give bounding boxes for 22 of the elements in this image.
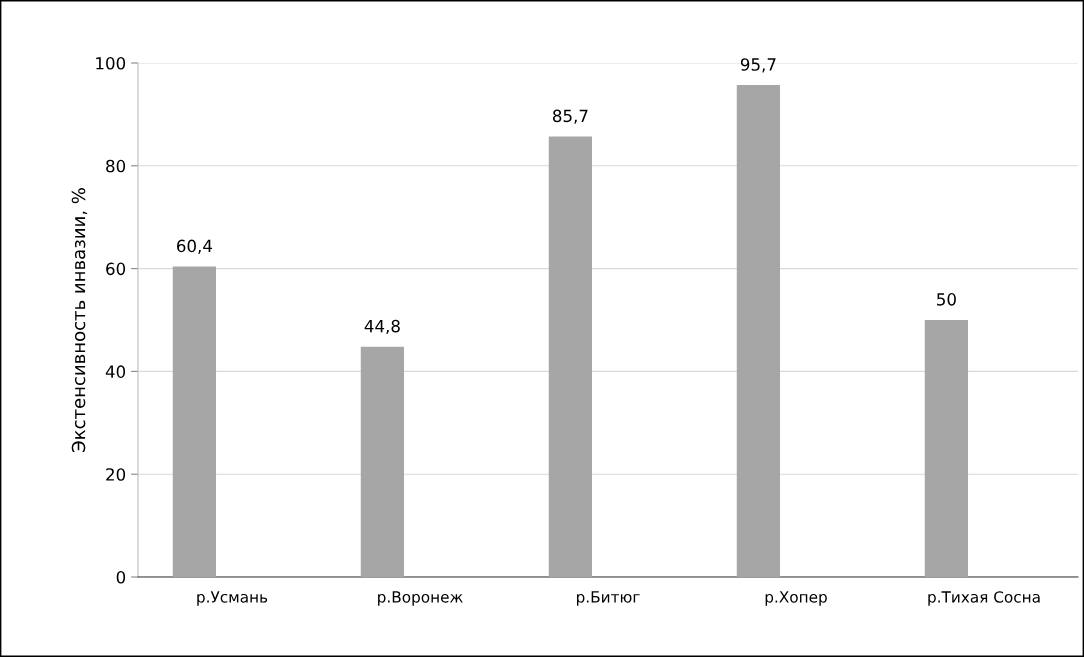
- bar: [172, 266, 217, 577]
- data-label: 85,7: [552, 109, 588, 124]
- y-tick-label: 0: [116, 570, 126, 584]
- y-tick-label: 40: [105, 365, 126, 378]
- y-tick-label: 80: [106, 159, 126, 173]
- y-axis-title: Экстенсивность инвазии, %: [71, 188, 88, 452]
- data-label: 60,4: [177, 239, 213, 254]
- x-tick-label: р.Битюг: [577, 591, 640, 606]
- y-tick-label: 60: [106, 262, 126, 276]
- data-label: 44,8: [364, 319, 400, 335]
- x-tick-label: р.Усмань: [197, 591, 268, 606]
- bar: [360, 346, 405, 577]
- bar: [548, 136, 593, 577]
- bar: [736, 85, 781, 577]
- x-tick-label: р.Хопер: [765, 591, 827, 606]
- x-tick-label: р.Тихая Сосна: [928, 591, 1040, 606]
- y-tick-label: 20: [106, 468, 126, 481]
- x-tick-label: р.Воронеж: [378, 591, 463, 606]
- data-label: 95,7: [740, 58, 776, 73]
- bar: [924, 320, 969, 577]
- data-label: 50: [937, 293, 956, 306]
- y-tick-label: 100: [96, 56, 126, 70]
